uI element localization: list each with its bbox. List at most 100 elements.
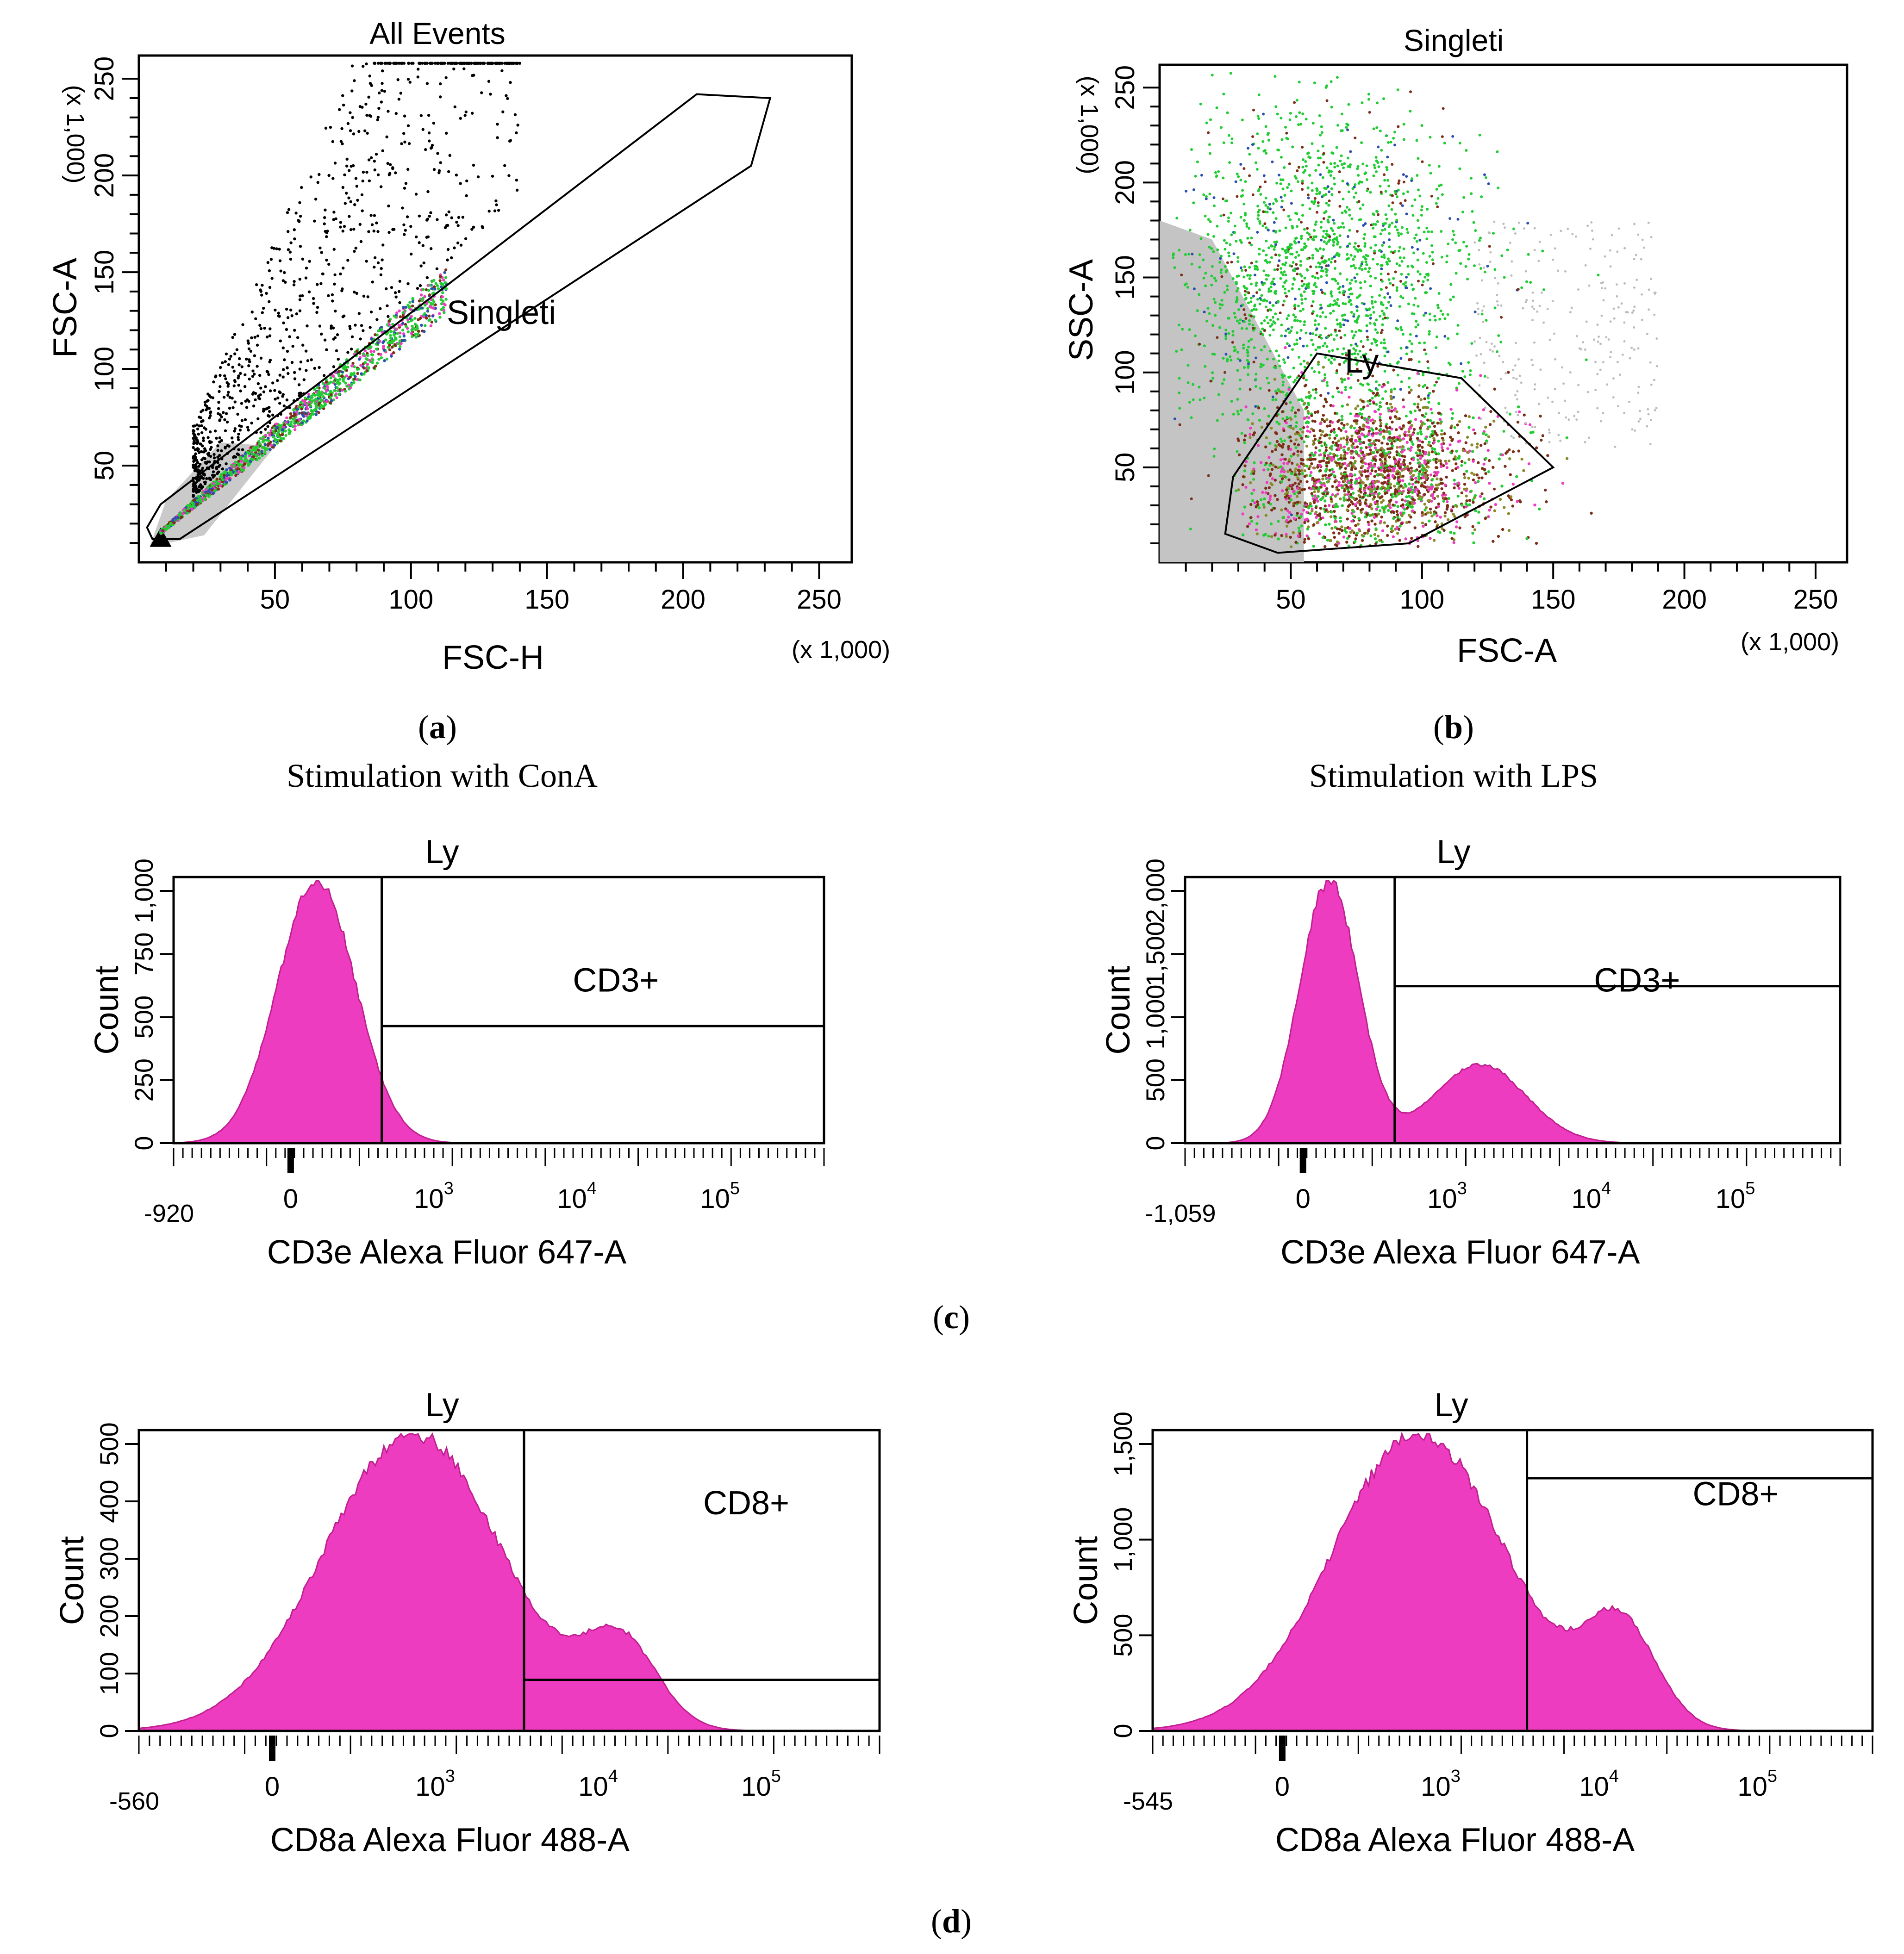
panel-b-event <box>1423 230 1426 234</box>
panel-b-event <box>1221 303 1224 306</box>
panel-b-lymphocyte-event <box>1256 515 1260 518</box>
panel-a-doublet-event <box>409 225 412 228</box>
panel-b-event <box>1211 265 1214 268</box>
panel-b-event <box>1330 290 1333 293</box>
panel-b-event <box>1209 152 1212 155</box>
panel-a-singlet-event <box>376 342 380 345</box>
panel-b-event <box>1335 236 1338 239</box>
panel-b-event <box>1204 214 1207 218</box>
panel-b-event <box>1411 246 1414 249</box>
panel-a-singlet-event <box>242 468 245 472</box>
panel-b-event <box>1336 348 1339 351</box>
panel-b-event <box>1298 81 1301 84</box>
panel-a-singlet-event <box>262 435 265 438</box>
panel-b-event <box>1232 412 1235 416</box>
panel-b-event <box>1349 292 1352 296</box>
panel-b-event <box>1178 423 1181 426</box>
panel-b-event <box>1258 248 1261 251</box>
panel-b-event <box>1236 410 1239 413</box>
panel-b-event <box>1271 304 1274 307</box>
panel-a-singlet-event <box>401 328 405 332</box>
panel-a-singlet-event <box>267 439 270 442</box>
panel-b-event <box>1245 222 1249 225</box>
panel-a-doublet-event <box>224 360 227 363</box>
panel-b-lymphocyte-event <box>1473 528 1477 531</box>
panel-a-doublet-event <box>198 479 201 482</box>
panel-b-event <box>1281 304 1285 307</box>
panel-a-singlet-event <box>433 318 437 322</box>
panel-a-doublet-event <box>419 264 423 268</box>
panel-a-doublet-event <box>198 469 201 473</box>
panel-b-event <box>1346 319 1349 323</box>
panel-a-doublet-event <box>209 414 212 417</box>
panel-b-event <box>1385 261 1388 264</box>
panel-b-event <box>1337 390 1340 393</box>
panel-b-event <box>1251 143 1254 146</box>
panel-b-event <box>1300 235 1303 238</box>
panel-b-event <box>1295 212 1298 215</box>
panel-b-event <box>1336 164 1339 168</box>
panel-b-event <box>1323 211 1326 214</box>
panel-a-singlet-event <box>212 482 215 485</box>
panel-a-doublet-event <box>387 315 390 318</box>
panel-b-event <box>1322 194 1325 197</box>
panel-a-doublet-event <box>297 383 301 386</box>
panel-a-y-scale: (x 1,000) <box>62 85 89 183</box>
panel-a-singlet-event <box>208 493 212 497</box>
panel-a-singlet-event <box>337 373 341 376</box>
panel-a-doublet-event <box>390 286 393 289</box>
panel-a-doublet-event <box>418 214 421 218</box>
panel-b-event <box>1280 156 1283 159</box>
panel-b-event <box>1253 305 1256 308</box>
panel-a-doublet-event <box>240 365 243 368</box>
panel-a-doublet-event <box>259 386 262 390</box>
panel-b-lymphocyte-event <box>1258 418 1261 422</box>
panel-a-singlet-event <box>416 333 420 336</box>
panel-a-doublet-event <box>243 373 247 377</box>
panel-b-event <box>1242 347 1245 350</box>
panel-b-event <box>1333 162 1336 165</box>
panel-a-singlet-event <box>369 345 373 348</box>
panel-a-doublet-event <box>241 323 244 326</box>
panel-b-lymphocyte-event <box>1270 426 1273 430</box>
panel-a-doublet-event <box>199 442 202 446</box>
panel-a-singlet-event <box>279 439 282 442</box>
panel-b-event <box>1436 306 1440 310</box>
panel-a-singlet-event <box>205 493 208 497</box>
panel-a-singlet-event <box>289 412 293 416</box>
panel-b-event <box>1287 183 1291 186</box>
panel-b-event <box>1423 275 1427 279</box>
panel-b-event <box>1226 288 1229 292</box>
panel-b-event <box>1311 142 1314 145</box>
panel-b-event <box>1255 161 1258 164</box>
panel-b-event <box>1280 199 1284 203</box>
panel-a-doublet-event <box>446 248 450 251</box>
panel-b-event <box>1273 75 1277 78</box>
panel-b-event <box>1219 271 1223 274</box>
panel-b-lymphocyte-event <box>1541 434 1544 437</box>
panel-a-doublet-event <box>491 62 494 65</box>
panel-a-doublet-event <box>298 394 301 397</box>
panel-b-lymphocyte-event <box>1340 377 1343 380</box>
panel-a-y-label: FSC-A <box>47 258 84 358</box>
panel-b-event <box>1348 242 1351 245</box>
panel-a-singlet-event <box>424 304 427 307</box>
panel-a-doublet-event <box>438 82 442 86</box>
panel-b-event <box>1409 90 1412 93</box>
panel-b-event <box>1320 444 1323 448</box>
panel-b-event <box>1378 249 1381 252</box>
panel-a-singlet-event <box>434 303 437 306</box>
panel-b-event <box>1336 124 1340 127</box>
panel-a-doublet-event <box>200 424 203 428</box>
panel-b-event <box>1256 205 1260 208</box>
panel-a-singlet-event <box>319 393 323 397</box>
panel-a-singlet-event <box>437 287 440 291</box>
panel-a-doublet-event <box>288 250 292 254</box>
panel-b-event <box>1282 208 1286 212</box>
panel-a-doublet-event <box>251 369 255 373</box>
panel-a-singlet-event <box>413 323 417 326</box>
panel-a-doublet-event <box>268 389 272 392</box>
panel-b-event <box>1243 313 1247 317</box>
panel-b-event <box>1303 290 1306 293</box>
panel-a-doublet-event <box>287 372 290 375</box>
